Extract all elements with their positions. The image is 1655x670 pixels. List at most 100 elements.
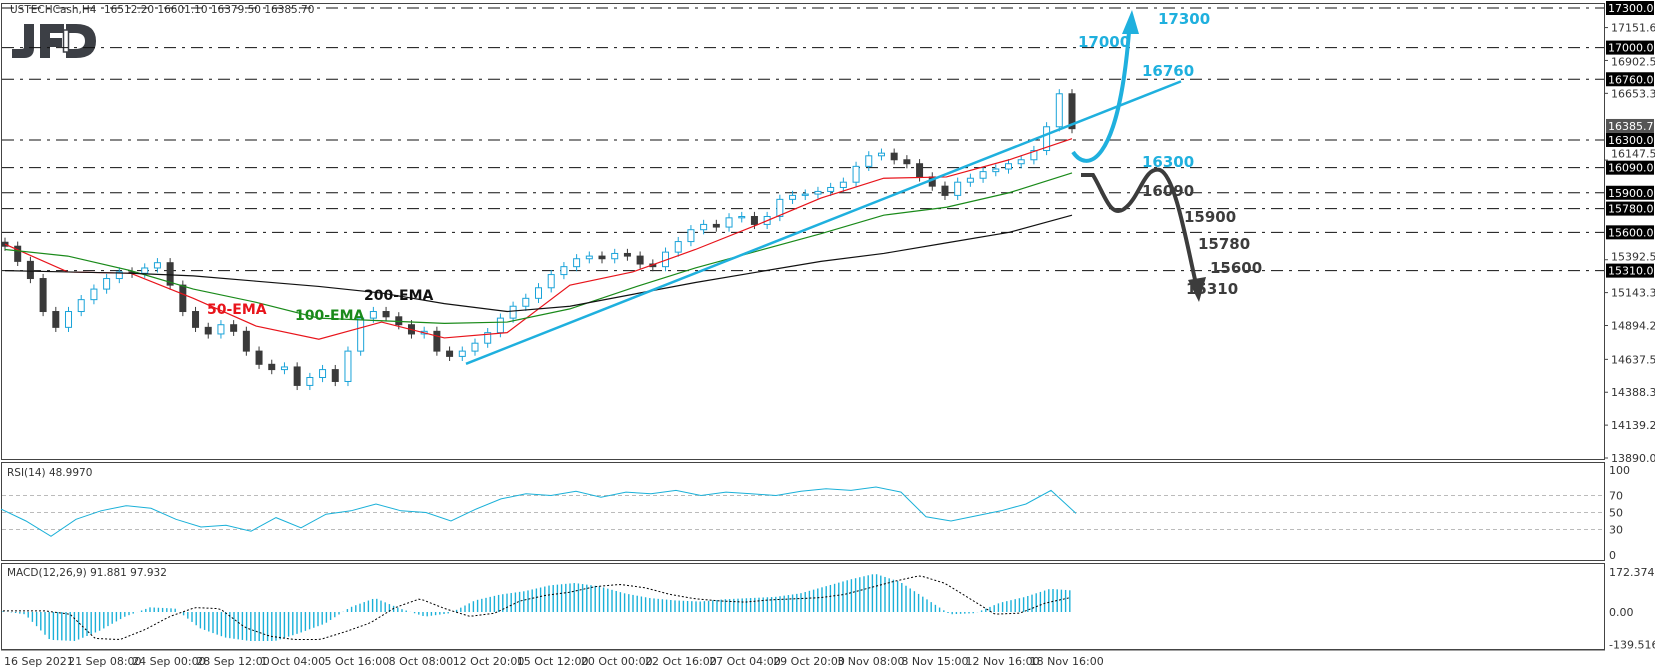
bullish-candle <box>738 216 746 219</box>
level-label-bg <box>1606 160 1654 175</box>
bearish-candle <box>52 311 60 328</box>
bullish-candle <box>966 177 974 183</box>
ema-line-100-ema <box>4 172 1073 325</box>
x-tick-label: 8 Nov 15:00 <box>901 655 968 668</box>
label-16300: 16300 <box>1142 153 1194 171</box>
x-tick-label: 8 Oct 08:00 <box>389 655 454 668</box>
scenario-labels: 17300 17000 16760 16300 16090 15900 1578… <box>1078 10 1262 298</box>
jfd-logo <box>12 24 96 58</box>
bullish-candle <box>687 229 695 243</box>
bullish-candle <box>547 274 555 289</box>
bullish-candle <box>560 266 568 276</box>
bullish-candle <box>484 332 492 344</box>
ema200-label: 200-EMA <box>364 288 434 304</box>
bearish-candle <box>712 223 720 228</box>
y-tick-label: 13890.05 <box>1611 452 1655 465</box>
rsi-indicator: 100 70 50 30 0 <box>0 464 1630 562</box>
x-tick-label: 20 Oct 00:00 <box>581 655 653 668</box>
bullish-candle <box>509 305 517 319</box>
ema100-label: 100-EMA <box>295 308 365 324</box>
rsi-line <box>0 486 1077 537</box>
bearish-candle <box>941 185 949 196</box>
rsi-tick-label: 70 <box>1609 490 1623 503</box>
bullish-candle <box>217 324 225 335</box>
y-tick-label: 16902.50 <box>1611 56 1655 69</box>
bullish-candle <box>611 252 619 260</box>
bearish-candle <box>1068 93 1076 130</box>
bullish-candle <box>103 278 111 290</box>
bullish-candle <box>369 311 377 319</box>
price-axis: 17151.65 16902.50 16653.35 16147.50 15392.50… <box>1604 1 1655 465</box>
arrow-down-icon <box>1188 277 1206 302</box>
level-label: 16300.00 <box>1608 134 1655 147</box>
bullish-candle <box>458 350 466 357</box>
macd-tick-label: -139.516 <box>1609 638 1655 651</box>
label-17300: 17300 <box>1158 10 1210 28</box>
macd-indicator: 172.374 0.00 -139.516 <box>2 566 1655 651</box>
y-tick-label: 16147.50 <box>1611 148 1655 161</box>
level-label-bg <box>1606 132 1654 147</box>
bearish-candle <box>192 311 200 328</box>
bearish-candle <box>268 363 276 371</box>
bullish-candle <box>65 311 73 328</box>
bearish-candle <box>255 350 263 365</box>
bullish-scenario-arrow <box>1071 10 1139 163</box>
bullish-candle <box>725 217 733 228</box>
bearish-candle <box>204 326 212 335</box>
x-tick-label: 29 Oct 20:00 <box>773 655 845 668</box>
bearish-candle <box>26 260 34 280</box>
trendline <box>465 80 1182 365</box>
bearish-candle <box>382 311 390 318</box>
bullish-candle <box>280 366 288 371</box>
x-tick-label: 3 Nov 08:00 <box>837 655 904 668</box>
bearish-candle <box>890 152 898 161</box>
x-tick-label: 5 Oct 16:00 <box>325 655 390 668</box>
rsi-tick-label: 50 <box>1609 507 1623 520</box>
level-label: 15600.00 <box>1608 226 1655 239</box>
level-label-bg <box>1606 72 1654 87</box>
bullish-candle <box>90 288 98 301</box>
y-tick-label: 15392.50 <box>1611 251 1655 264</box>
bullish-candle <box>77 299 85 313</box>
bullish-candle <box>992 168 1000 173</box>
bearish-candle <box>230 324 238 332</box>
main-panel <box>1 3 1605 460</box>
bullish-candle <box>700 223 708 231</box>
rsi-tick-label: 100 <box>1609 464 1630 477</box>
bullish-candle <box>1030 150 1038 161</box>
bullish-candle <box>471 342 479 352</box>
level-label: 17000.00 <box>1608 42 1655 55</box>
bullish-candle <box>827 186 835 192</box>
bullish-candle <box>153 262 161 269</box>
bullish-candle <box>344 350 352 382</box>
bearish-candle <box>242 330 250 352</box>
bullish-candle <box>877 152 885 157</box>
level-label-bg <box>1606 201 1654 216</box>
x-tick-label: 22 Oct 16:00 <box>645 655 717 668</box>
label-15780: 15780 <box>1198 235 1250 253</box>
ema-lines <box>4 138 1073 340</box>
bearish-candle <box>903 159 911 165</box>
level-label: 15900.00 <box>1608 187 1655 200</box>
x-tick-label: 16 Sep 2021 <box>4 655 74 668</box>
bullish-candle <box>357 317 365 352</box>
y-tick-label: 14637.50 <box>1611 353 1655 366</box>
bearish-candle <box>636 255 644 265</box>
ema50-label: 50-EMA <box>207 302 267 318</box>
y-tick-label: 16653.35 <box>1611 87 1655 100</box>
label-15900: 15900 <box>1184 208 1236 226</box>
ema-line-200-ema <box>4 214 1073 313</box>
bullish-candle <box>789 194 797 200</box>
macd-signal-line <box>3 575 1070 641</box>
macd-tick-label: 172.374 <box>1609 566 1655 579</box>
bearish-scenario-arrow <box>1081 167 1206 302</box>
bullish-candle <box>979 171 987 179</box>
level-label: 15310.00 <box>1608 265 1655 278</box>
bearish-candle <box>750 216 758 225</box>
label-15310: 15310 <box>1186 280 1238 298</box>
horizontal-levels <box>2 7 1604 272</box>
bullish-candle <box>954 181 962 196</box>
bullish-candle <box>141 267 149 274</box>
level-label: 16760.00 <box>1608 73 1655 86</box>
y-tick-label: 14894.20 <box>1611 319 1655 332</box>
